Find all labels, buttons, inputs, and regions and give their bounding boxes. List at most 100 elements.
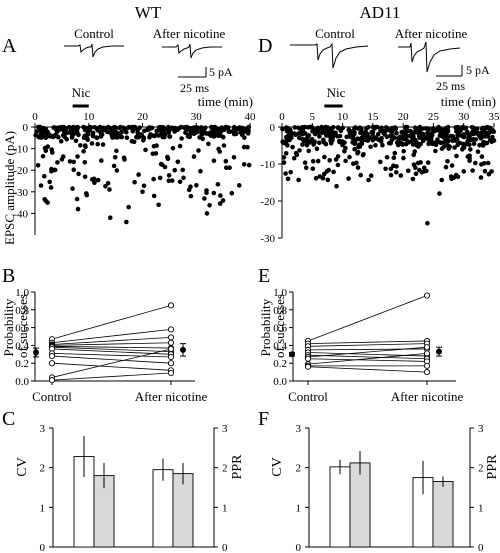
pair-point-after-e xyxy=(423,292,431,299)
epsc-event-point xyxy=(473,160,478,166)
epsc-event-point xyxy=(439,177,445,183)
x-tick-label-a: 0 xyxy=(32,111,38,123)
epsc-event-point xyxy=(470,168,475,173)
panel-letter-e: E xyxy=(258,265,270,287)
epsc-event-point xyxy=(216,146,221,152)
pair-line-b xyxy=(51,362,172,371)
mean-point-after-e xyxy=(436,348,442,355)
y-tick-label-b: 0.8 xyxy=(15,305,29,317)
epsc-event-point xyxy=(302,160,308,165)
epsc-event-point xyxy=(211,158,217,164)
time-label-wt: time (min) xyxy=(198,94,253,109)
epsc-event-point xyxy=(398,173,404,178)
epsc-event-point xyxy=(413,129,419,135)
epsc-event-point xyxy=(425,160,431,165)
epsc-event-point xyxy=(74,130,79,135)
epsc-event-point xyxy=(455,132,460,138)
pair-line-b xyxy=(51,346,172,353)
pair-point-after-b xyxy=(167,334,175,341)
epsc-event-point xyxy=(179,136,184,141)
epsc-event-point xyxy=(478,175,484,180)
epsc-event-point xyxy=(322,154,327,160)
pair-point-control-e xyxy=(304,355,312,362)
y-tick-label-right-f: 1 xyxy=(478,502,484,514)
epsc-event-point xyxy=(475,149,481,154)
pair-line-b xyxy=(51,342,172,346)
epsc-event-point xyxy=(75,125,81,130)
epsc-event-point xyxy=(335,125,341,130)
epsc-event-point xyxy=(217,201,223,206)
epsc-event-point xyxy=(347,154,352,160)
epsc-event-point xyxy=(354,160,359,166)
epsc-event-point xyxy=(157,175,163,181)
epsc-event-point xyxy=(215,182,221,187)
epsc-event-point xyxy=(153,151,159,156)
panel-letter-a: A xyxy=(2,35,17,57)
y-tick-label-d: 0 xyxy=(270,122,276,134)
epsc-event-point xyxy=(287,130,292,135)
epsc-event-point xyxy=(78,143,83,148)
y-label-probability-wt-line1: Probability xyxy=(1,298,16,356)
epsc-event-point xyxy=(452,145,457,150)
epsc-event-point xyxy=(421,165,427,171)
epsc-event-point xyxy=(177,143,183,149)
pair-point-after-b xyxy=(167,345,175,353)
epsc-event-point xyxy=(128,125,133,130)
epsc-event-point xyxy=(481,139,486,145)
epsc-event-point xyxy=(455,142,461,148)
y-tick-label-b: 1.0 xyxy=(15,287,29,299)
epsc-event-point xyxy=(180,167,185,173)
epsc-event-point xyxy=(397,134,403,140)
trace-label-after-ad11: After nicotine xyxy=(395,26,468,41)
y-tick-label-a: -40 xyxy=(13,208,28,220)
y-tick-label-right-c: 1 xyxy=(222,502,228,514)
epsc-event-point xyxy=(388,172,394,178)
epsc-event-point xyxy=(224,165,229,170)
y-label-ppr-ad11: PPR xyxy=(485,454,500,480)
epsc-event-point xyxy=(463,125,469,131)
pair-line-b xyxy=(51,336,172,345)
epsc-event-point xyxy=(114,168,120,173)
epsc-event-point xyxy=(413,126,419,131)
y-tick-label-right-c: 3 xyxy=(222,423,228,435)
epsc-event-point xyxy=(285,176,291,182)
epsc-event-point xyxy=(199,129,204,134)
epsc-event-point xyxy=(283,171,288,176)
epsc-event-point xyxy=(221,134,226,140)
pair-point-after-b xyxy=(167,353,175,361)
x-tick-label-a: 10 xyxy=(83,111,95,123)
epsc-event-point xyxy=(166,173,172,178)
epsc-event-point xyxy=(207,203,212,208)
epsc-event-point xyxy=(335,154,341,159)
epsc-event-point xyxy=(380,142,385,148)
epsc-event-point xyxy=(109,129,114,134)
column-title-ad11: AD11 xyxy=(360,3,401,22)
epsc-event-point xyxy=(283,135,289,140)
epsc-event-point xyxy=(85,132,91,137)
epsc-event-point xyxy=(43,135,49,141)
epsc-event-point xyxy=(300,132,305,137)
epsc-event-point xyxy=(143,147,148,153)
epsc-event-point xyxy=(111,163,117,169)
pair-line-b xyxy=(51,372,172,381)
epsc-event-point xyxy=(326,167,332,173)
epsc-event-point xyxy=(482,168,488,174)
epsc-event-point xyxy=(245,144,250,150)
y-tick-label-left-f: 0 xyxy=(296,542,302,553)
epsc-event-point xyxy=(206,141,211,147)
epsc-event-point xyxy=(296,177,301,183)
epsc-event-point xyxy=(239,126,244,131)
epsc-event-point xyxy=(48,134,53,139)
epsc-event-point xyxy=(218,193,223,198)
epsc-event-point xyxy=(439,146,445,151)
x-tick-label-a: 20 xyxy=(137,111,149,123)
epsc-event-point xyxy=(394,164,399,169)
epsc-event-point xyxy=(444,134,450,139)
epsc-event-point xyxy=(401,148,407,154)
pair-line-e xyxy=(307,358,428,362)
x-tick-label-d: 5 xyxy=(310,111,316,123)
y-label-probability-ad11: Probability of successes xyxy=(258,294,287,358)
epsc-event-point xyxy=(203,125,208,130)
epsc-event-point xyxy=(297,135,302,141)
epsc-event-point xyxy=(92,125,97,130)
